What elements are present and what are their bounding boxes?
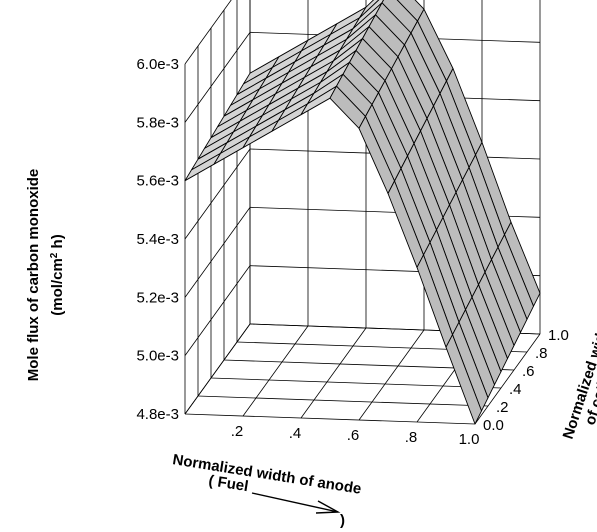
surface-facet (445, 334, 482, 425)
x-tick-label: 1.0 (459, 431, 480, 448)
grid-line-floor-y (197, 395, 489, 407)
x-tick-label: .8 (405, 429, 418, 446)
grid-line-floor-y (210, 377, 502, 389)
y-tick-label: .2 (496, 399, 509, 416)
x-tick-label: .6 (347, 427, 360, 444)
x-tick-label: .4 (289, 425, 302, 442)
z-tick-label: 5.0e-3 (136, 348, 179, 365)
grid-line-floor-x (300, 327, 367, 419)
grid-line-floor-x (184, 323, 251, 415)
z-tick-label: 5.8e-3 (136, 114, 179, 131)
grid-line-left-h (184, 32, 251, 123)
y-tick-label: .8 (535, 345, 548, 362)
grid-line-left-h (184, 265, 251, 356)
z-tick-label: 5.4e-3 (136, 231, 179, 248)
grid-line-floor-x (242, 325, 309, 417)
z-tick-label: 5.6e-3 (136, 173, 179, 190)
y-tick-label: .4 (509, 381, 522, 398)
surface (184, 0, 541, 425)
y-tick-label: 0.0 (483, 417, 504, 434)
x-axis-title-line2: ( Fuel (207, 472, 249, 495)
z-tick-label: 5.2e-3 (136, 289, 179, 306)
tick-labels: 4.8e-3 5.0e-3 5.2e-3 5.4e-3 5.6e-3 5.8e-3 6.0e… (136, 56, 568, 448)
fuel-arrow-icon (251, 492, 341, 514)
grid-line-floor-x (474, 333, 541, 425)
y-tick-label: 1.0 (548, 327, 569, 344)
grid-line-floor-y (184, 413, 476, 425)
z-tick-label: 4.8e-3 (136, 406, 179, 423)
x-axis-title-line1: Normalized width of anode (171, 451, 362, 498)
z-axis-title-line2: (mol/cm2 h) (49, 234, 67, 315)
grid-line-floor-x (358, 329, 425, 421)
grid-line-left-h (184, 0, 232, 65)
z-axis-title-line1: Mole flux of carbon monoxide (25, 169, 42, 382)
grid-line-left-h (184, 207, 251, 298)
z-tick-label: 6.0e-3 (136, 56, 179, 73)
x-axis-title-end: ) (340, 512, 345, 529)
grid-line-left-h (184, 148, 251, 240)
y-tick-label: .6 (522, 363, 535, 380)
x-tick-label: .2 (231, 423, 244, 440)
